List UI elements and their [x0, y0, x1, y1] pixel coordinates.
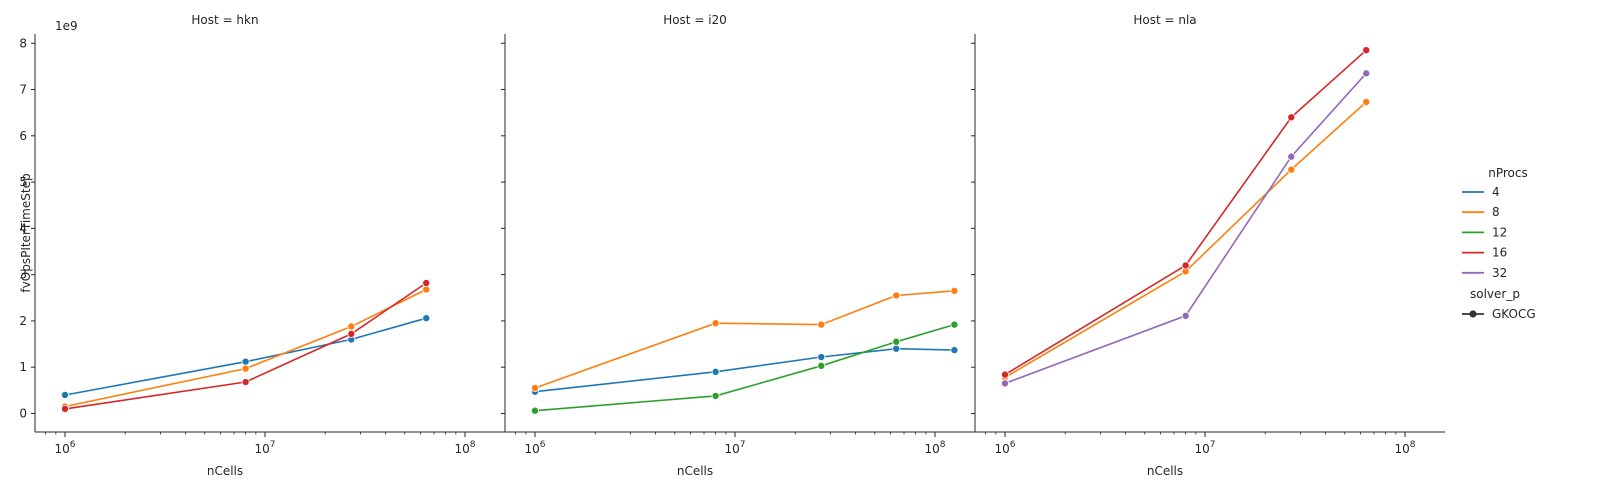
- data-point: [241, 364, 250, 373]
- x-axis-label: nCells: [1147, 464, 1183, 478]
- y-tick-label: 7: [19, 83, 27, 97]
- data-point: [950, 286, 959, 295]
- data-point: [1362, 46, 1371, 55]
- data-point: [347, 322, 356, 331]
- data-point: [711, 319, 720, 328]
- x-tick-label: 107: [254, 440, 275, 456]
- x-axis-label: nCells: [207, 464, 243, 478]
- legend-title-nprocs: nProcs: [1488, 166, 1528, 180]
- legend-label: 4: [1492, 185, 1500, 199]
- series-line-4: [64, 317, 427, 396]
- series-line-8: [64, 288, 427, 408]
- data-point: [1287, 113, 1296, 122]
- data-point: [817, 361, 826, 370]
- panel-2: Host = nla 106 107 108 nCells: [971, 13, 1445, 478]
- legend-label: 16: [1492, 246, 1507, 260]
- x-tick-label: 107: [1194, 440, 1215, 456]
- legend-label: 8: [1492, 205, 1500, 219]
- data-point: [892, 337, 901, 346]
- data-point: [422, 278, 431, 287]
- data-point: [1001, 379, 1010, 388]
- legend-label: 12: [1492, 225, 1507, 239]
- series-line-16: [64, 282, 427, 410]
- panel-title: Host = nla: [1133, 13, 1196, 27]
- x-axis-label: nCells: [677, 464, 713, 478]
- data-point: [1287, 152, 1296, 161]
- data-point: [950, 320, 959, 329]
- x-tick-label: 107: [724, 440, 745, 456]
- x-tick-label: 108: [454, 440, 475, 456]
- panel-1: Host = i20 106 107 108 nCells: [501, 13, 975, 478]
- y-tick-label: 5: [19, 175, 27, 189]
- series-line-4: [534, 347, 955, 393]
- data-point: [711, 367, 720, 376]
- legend-style-marker: [1469, 310, 1477, 318]
- y-tick-label: 4: [19, 221, 27, 235]
- y-tick-label: 0: [19, 406, 27, 420]
- data-point: [1362, 98, 1371, 107]
- x-tick-label: 106: [524, 440, 545, 456]
- series-line-8: [1004, 101, 1367, 379]
- data-point: [892, 291, 901, 300]
- x-tick-label: 108: [924, 440, 945, 456]
- data-point: [711, 391, 720, 400]
- x-tick-label: 108: [1394, 440, 1415, 456]
- legend-label: 32: [1492, 266, 1507, 280]
- x-tick-label: 106: [994, 440, 1015, 456]
- data-point: [241, 357, 250, 366]
- legend: nProcs 4 8 12 16 32 solver_p GKOCG: [1462, 166, 1536, 321]
- y-tick-label: 6: [19, 129, 27, 143]
- y-tick-label: 2: [19, 314, 27, 328]
- y-tick-label: 1: [19, 360, 27, 374]
- data-point: [347, 329, 356, 338]
- data-point: [422, 314, 431, 323]
- data-point: [1001, 370, 1010, 379]
- data-point: [61, 404, 70, 413]
- data-point: [531, 384, 540, 393]
- y-tick-label: 8: [19, 36, 27, 50]
- data-point: [1287, 165, 1296, 174]
- data-point: [892, 344, 901, 353]
- data-point: [531, 406, 540, 415]
- series-line-16: [1004, 49, 1367, 376]
- data-point: [1362, 69, 1371, 78]
- series-line-8: [534, 290, 955, 389]
- y-tick-label: 3: [19, 268, 27, 282]
- panel-title: Host = i20: [663, 13, 727, 27]
- data-point: [950, 346, 959, 355]
- panel-title: Host = hkn: [191, 13, 258, 27]
- data-point: [1181, 261, 1190, 270]
- legend-label: GKOCG: [1492, 307, 1536, 321]
- data-point: [817, 353, 826, 362]
- panel-0: Host = hkn 0 1 2 3 4 5 6 7 8 106 107 108 nCells: [19, 13, 505, 478]
- y-axis-label: fvOpsPIterTimeStep: [19, 173, 33, 292]
- legend-title-solver: solver_p: [1470, 287, 1520, 301]
- data-point: [817, 320, 826, 329]
- series-line-32: [1004, 72, 1367, 385]
- data-point: [241, 378, 250, 387]
- data-point: [61, 390, 70, 399]
- y-offset-label: 1e9: [55, 19, 78, 33]
- x-tick-label: 106: [54, 440, 75, 456]
- data-point: [1181, 311, 1190, 320]
